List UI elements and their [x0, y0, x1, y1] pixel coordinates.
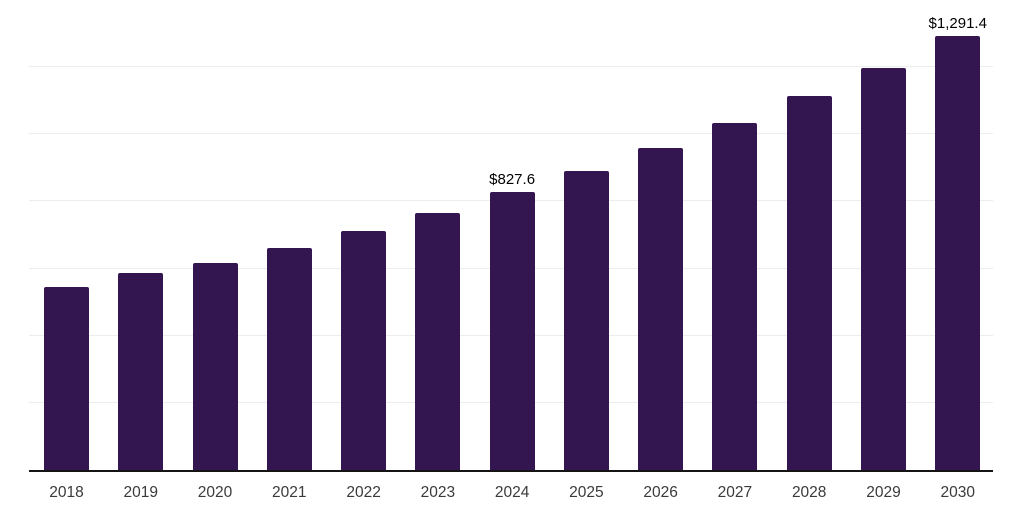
- x-tick-2029: 2029: [866, 484, 901, 501]
- x-tick-2020: 2020: [197, 484, 233, 501]
- x-tick-2030: 2030: [940, 484, 975, 501]
- x-tick-2025: 2025: [569, 484, 604, 501]
- x-tick-2021: 2021: [272, 484, 307, 501]
- bar-2023: [415, 212, 461, 470]
- x-tick-2019: 2019: [123, 484, 158, 501]
- bar-2026: [638, 148, 684, 470]
- gridline-1000: [29, 133, 993, 135]
- x-tick-2018: 2018: [49, 484, 84, 501]
- x-tick-2023: 2023: [420, 484, 456, 501]
- gridline-1200: [29, 66, 993, 68]
- x-tick-2027: 2027: [717, 484, 753, 501]
- x-tick-2024: 2024: [494, 484, 530, 501]
- bar-2025: [563, 170, 609, 470]
- bar-2030: [935, 36, 981, 470]
- data-label-2024: $827.6: [489, 171, 536, 189]
- bar-2019: [118, 272, 164, 470]
- bar-2018: [44, 286, 89, 470]
- bar-2027: [712, 122, 758, 470]
- bar-2029: [860, 67, 906, 470]
- x-tick-2022: 2022: [346, 484, 381, 501]
- bar-2020: [192, 263, 238, 470]
- bar-2028: [786, 96, 832, 470]
- x-axis: 2018 2019 2020 2021 2022 2023 2024 2025 2026 2027…: [29, 472, 993, 512]
- bar-2024: [489, 192, 535, 470]
- bar-2021: [266, 248, 312, 470]
- bar-2022: [341, 230, 387, 470]
- x-tick-2026: 2026: [643, 484, 678, 501]
- x-tick-2028: 2028: [791, 484, 827, 501]
- data-label-2030: $1,291.4: [928, 15, 987, 33]
- plot-area: $827.6 $1,291.4: [29, 0, 993, 472]
